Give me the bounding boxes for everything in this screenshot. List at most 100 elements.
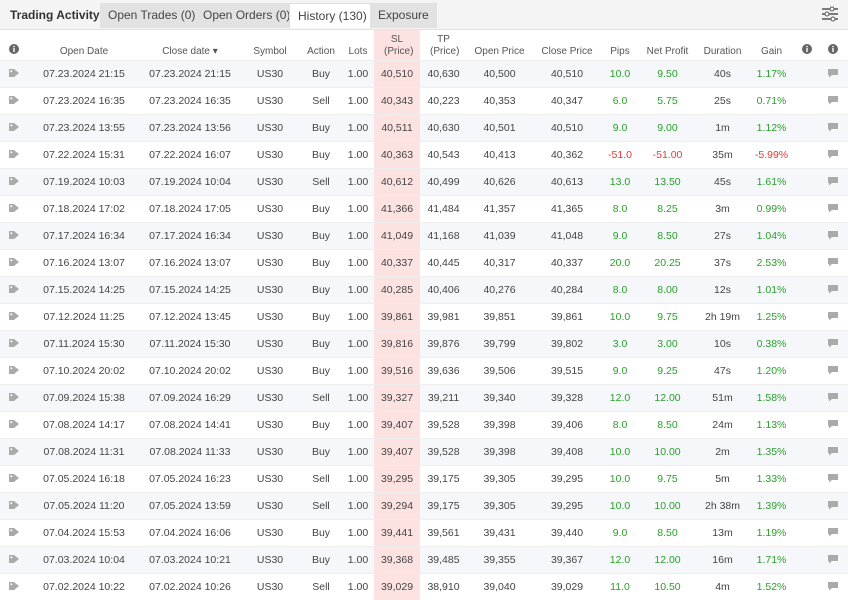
tag-icon[interactable] bbox=[8, 176, 20, 189]
trade-row: 07.16.2024 13:07 07.16.2024 13:07 US30 Buy 1… bbox=[0, 249, 848, 277]
tag-icon[interactable] bbox=[8, 500, 20, 513]
cell: 1.13% bbox=[748, 411, 795, 439]
cell: 39,861 bbox=[532, 303, 602, 331]
column-header: Symbol bbox=[240, 30, 300, 61]
tag-icon[interactable] bbox=[8, 284, 20, 297]
comment-icon[interactable] bbox=[827, 365, 839, 378]
tag-icon[interactable] bbox=[8, 230, 20, 243]
comment-icon[interactable] bbox=[827, 149, 839, 162]
cell: 07.08.2024 11:33 bbox=[140, 438, 240, 466]
cell: 9.0 bbox=[602, 222, 638, 250]
tab[interactable]: Exposure bbox=[370, 3, 437, 28]
tag-cell bbox=[0, 519, 28, 547]
comment-icon[interactable] bbox=[827, 311, 839, 324]
cell: 40,630 bbox=[420, 114, 467, 142]
cell: 40,510 bbox=[532, 60, 602, 88]
comment-icon[interactable] bbox=[827, 473, 839, 486]
tag-icon[interactable] bbox=[8, 581, 20, 594]
cell: 1.00 bbox=[342, 546, 374, 574]
cell: 1.00 bbox=[342, 87, 374, 115]
cell: 41,039 bbox=[467, 222, 532, 250]
tag-icon[interactable] bbox=[8, 149, 20, 162]
tag-icon[interactable] bbox=[8, 311, 20, 324]
cell: Buy bbox=[300, 60, 342, 88]
tag-icon[interactable] bbox=[8, 473, 20, 486]
cell: 39,851 bbox=[467, 303, 532, 331]
column-header: TP (Price) bbox=[420, 30, 467, 61]
comment-icon[interactable] bbox=[827, 176, 839, 189]
cell: 40,543 bbox=[420, 141, 467, 169]
cell: 1.17% bbox=[748, 60, 795, 88]
tag-icon[interactable] bbox=[8, 203, 20, 216]
cell: 1.00 bbox=[342, 411, 374, 439]
tab[interactable]: Open Trades (0) bbox=[100, 3, 204, 28]
tag-cell bbox=[0, 438, 28, 466]
cell: 39,861 bbox=[374, 303, 420, 331]
cell: US30 bbox=[240, 384, 300, 412]
comment-icon[interactable] bbox=[827, 392, 839, 405]
cell: 1.00 bbox=[342, 222, 374, 250]
cell: 1.00 bbox=[342, 465, 374, 493]
tag-icon[interactable] bbox=[8, 419, 20, 432]
tag-icon[interactable] bbox=[8, 365, 20, 378]
cell: US30 bbox=[240, 87, 300, 115]
cell: 2m bbox=[697, 438, 748, 466]
cell: Buy bbox=[300, 141, 342, 169]
comment-icon[interactable] bbox=[827, 122, 839, 135]
cell: US30 bbox=[240, 222, 300, 250]
tag-cell bbox=[0, 492, 28, 520]
cell: 07.05.2024 16:23 bbox=[140, 465, 240, 493]
comment-icon[interactable] bbox=[827, 68, 839, 81]
comment-icon[interactable] bbox=[827, 203, 839, 216]
cell: 40,337 bbox=[532, 249, 602, 277]
cell: Sell bbox=[300, 384, 342, 412]
cell: US30 bbox=[240, 141, 300, 169]
cell: 07.04.2024 15:53 bbox=[28, 519, 140, 547]
comment-cell bbox=[818, 465, 848, 493]
cell: Buy bbox=[300, 411, 342, 439]
tag-cell bbox=[0, 465, 28, 493]
tag-icon[interactable] bbox=[8, 68, 20, 81]
cell: 40,347 bbox=[532, 87, 602, 115]
tag-icon[interactable] bbox=[8, 338, 20, 351]
tag-icon[interactable] bbox=[8, 257, 20, 270]
comment-icon[interactable] bbox=[827, 284, 839, 297]
comment-icon[interactable] bbox=[827, 419, 839, 432]
cell: 40,276 bbox=[467, 276, 532, 304]
tag-icon[interactable] bbox=[8, 446, 20, 459]
tag-icon[interactable] bbox=[8, 95, 20, 108]
tab[interactable]: Open Orders (0) bbox=[195, 3, 299, 28]
cell: 39,516 bbox=[374, 357, 420, 385]
cell: 10.50 bbox=[638, 573, 697, 600]
tag-icon[interactable] bbox=[8, 527, 20, 540]
trade-row: 07.19.2024 10:03 07.19.2024 10:04 US30 Sell… bbox=[0, 168, 848, 196]
cell: 13.0 bbox=[602, 168, 638, 196]
cell: 9.0 bbox=[602, 357, 638, 385]
cell: 40,362 bbox=[532, 141, 602, 169]
comment-icon[interactable] bbox=[827, 446, 839, 459]
comment-icon[interactable] bbox=[827, 95, 839, 108]
header-cell bbox=[0, 30, 28, 61]
cell: 40,630 bbox=[420, 60, 467, 88]
cell: 40,406 bbox=[420, 276, 467, 304]
cell: US30 bbox=[240, 195, 300, 223]
comment-icon[interactable] bbox=[827, 230, 839, 243]
cell: 12.00 bbox=[638, 384, 697, 412]
cell: 07.23.2024 16:35 bbox=[28, 87, 140, 115]
tag-icon[interactable] bbox=[8, 122, 20, 135]
comment-icon[interactable] bbox=[827, 338, 839, 351]
comment-icon[interactable] bbox=[827, 581, 839, 594]
trade-row: 07.15.2024 14:25 07.15.2024 14:25 US30 Buy 1… bbox=[0, 276, 848, 304]
cell: 07.05.2024 11:20 bbox=[28, 492, 140, 520]
tab[interactable]: History (130) bbox=[289, 3, 376, 28]
comment-icon[interactable] bbox=[827, 527, 839, 540]
tag-icon[interactable] bbox=[8, 392, 20, 405]
tag-icon[interactable] bbox=[8, 554, 20, 567]
comment-icon[interactable] bbox=[827, 257, 839, 270]
cell: 20.25 bbox=[638, 249, 697, 277]
comment-icon[interactable] bbox=[827, 500, 839, 513]
cell: 39,799 bbox=[467, 330, 532, 358]
comment-icon[interactable] bbox=[827, 554, 839, 567]
cell: Buy bbox=[300, 519, 342, 547]
filter-icon[interactable] bbox=[820, 5, 840, 23]
